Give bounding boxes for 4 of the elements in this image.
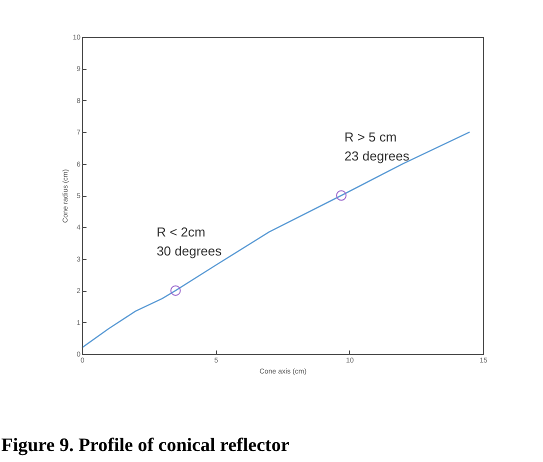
annotation: R > 5 cm 23 degrees: [344, 130, 410, 164]
text: Figure 9. Profile of conical reflector: [1, 435, 290, 456]
line-series: [81, 131, 470, 348]
annotation: R < 2cm 30 degrees: [156, 224, 222, 259]
